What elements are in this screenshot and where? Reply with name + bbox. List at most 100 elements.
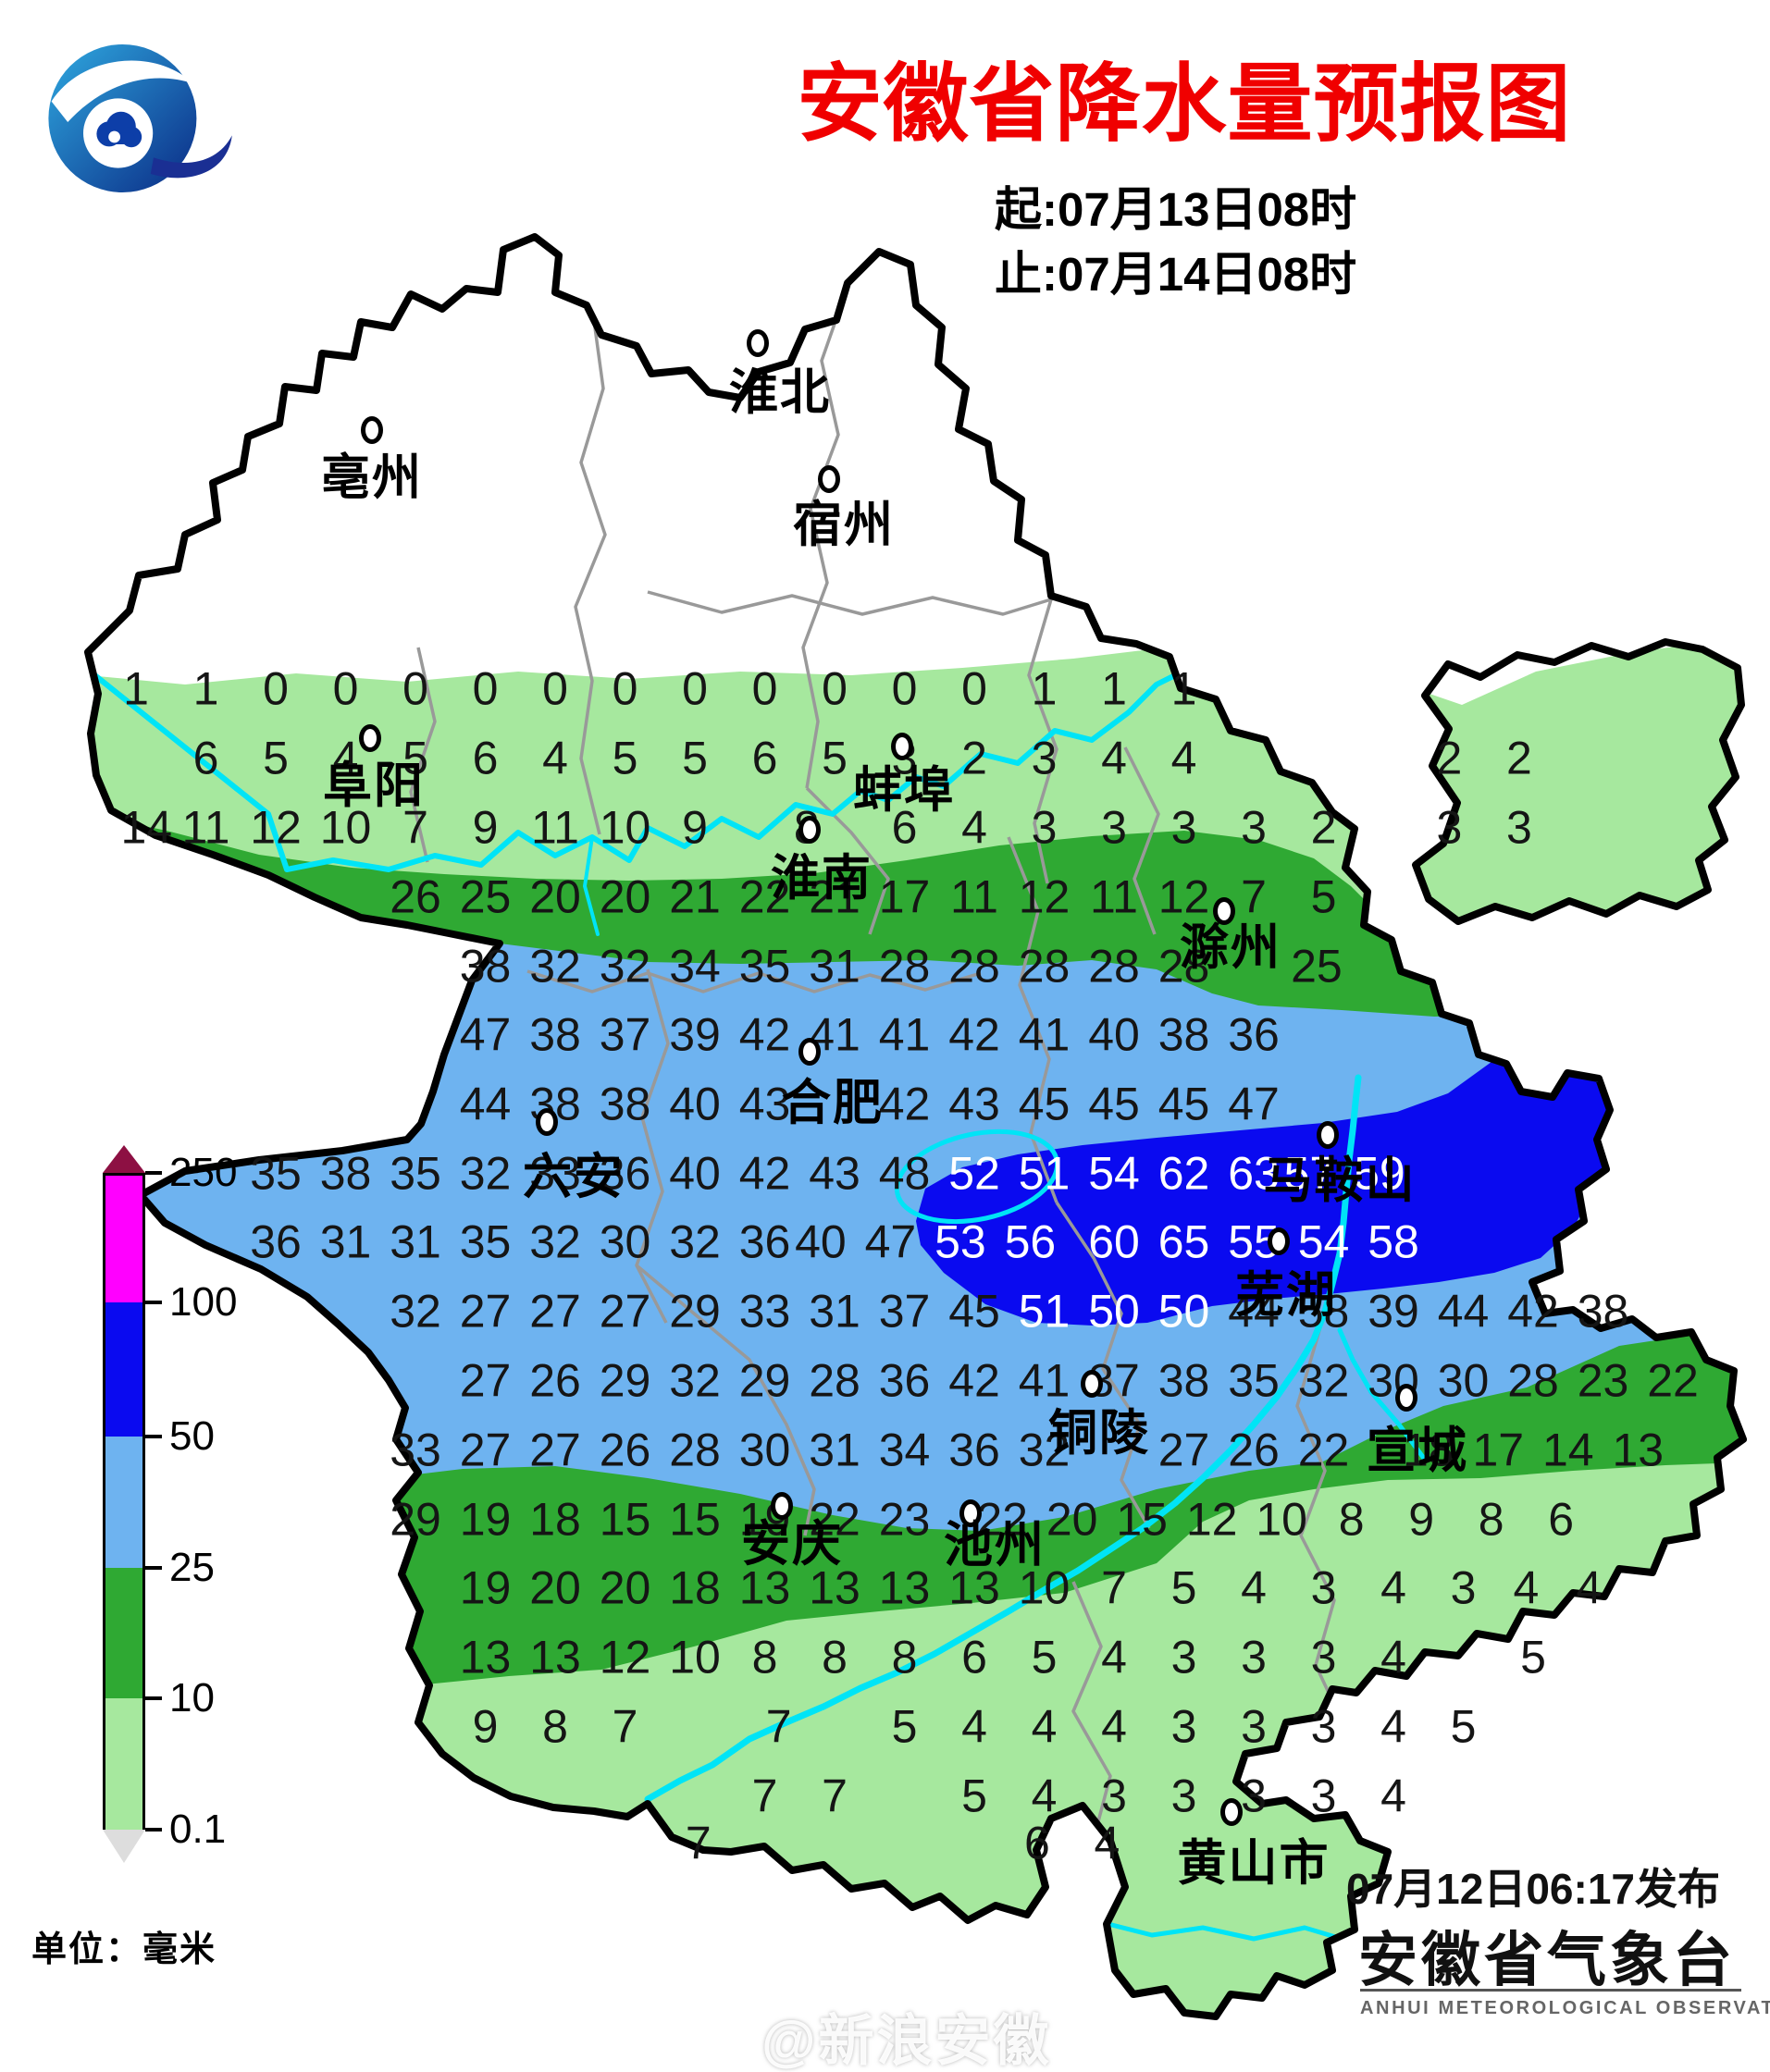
watermark-text: @新浪安徽 (761, 2010, 1052, 2072)
precip-value: 22 (738, 870, 791, 923)
precip-value: 22 (809, 1493, 860, 1546)
precip-value: 6 (1024, 1817, 1050, 1869)
precip-value: 10 (599, 801, 651, 854)
precip-value: 13 (878, 1561, 931, 1614)
precip-value: 25 (459, 870, 512, 923)
precip-value: 62 (1157, 1147, 1210, 1200)
legend-segment-lightgreen (103, 1698, 145, 1830)
precip-value: 32 (459, 1147, 512, 1200)
legend-tick (145, 1828, 162, 1832)
legend-tick (145, 1566, 162, 1570)
precip-value: 38 (319, 1147, 372, 1200)
precip-value: 0 (263, 662, 289, 715)
precip-value: 7 (765, 1700, 792, 1753)
city-label: 宣城 (1367, 1424, 1468, 1478)
precip-value: 36 (948, 1424, 1000, 1476)
precip-value: 33 (738, 1285, 791, 1338)
precip-value: 9 (472, 801, 499, 854)
precip-value: 8 (542, 1700, 568, 1753)
precip-value: 43 (948, 1078, 1000, 1130)
precip-value: 27 (529, 1285, 581, 1338)
city-marker (959, 1499, 982, 1527)
precip-value: 0 (402, 662, 428, 715)
precip-value: 44 (1437, 1285, 1490, 1338)
precip-value: 5 (891, 1700, 918, 1753)
precip-value: 45 (1088, 1078, 1140, 1130)
precip-value: 9 (682, 801, 708, 854)
precip-value: 40 (1088, 1008, 1140, 1061)
legend-tick-label: 0.1 (169, 1807, 227, 1852)
precip-value: 35 (459, 1215, 512, 1268)
precip-value: 45 (1157, 1078, 1210, 1130)
precip-value: 17 (1472, 1424, 1525, 1476)
precip-value: 28 (809, 1354, 860, 1407)
precip-value: 20 (599, 870, 651, 923)
precip-value: 44 (459, 1078, 512, 1130)
precip-value: 17 (878, 870, 931, 923)
precip-value: 38 (459, 940, 512, 993)
precip-value: 3 (1505, 801, 1532, 854)
precip-value: 42 (948, 1354, 1000, 1407)
precip-value: 22 (976, 1493, 1028, 1546)
legend-unit-label: 单位：毫米 (31, 1930, 217, 1969)
city-marker (361, 416, 383, 444)
tianchang-lobe-border (1412, 638, 1745, 925)
precip-value: 23 (1577, 1354, 1629, 1407)
precip-value: 13 (738, 1561, 791, 1614)
city-marker (1395, 1384, 1417, 1412)
forecast-start: 起:07月13日08时 (995, 183, 1357, 236)
precip-value: 42 (738, 1147, 791, 1200)
precip-value: 2 (1505, 732, 1532, 784)
precip-value: 38 (1157, 1354, 1210, 1407)
precip-value: 34 (669, 940, 721, 993)
precip-value: 58 (1297, 1285, 1350, 1338)
precip-value: 30 (1437, 1354, 1490, 1407)
meteorological-logo-icon (35, 33, 235, 223)
precip-value: 43 (809, 1147, 860, 1200)
precip-value: 20 (529, 1561, 581, 1614)
precip-value: 28 (1157, 940, 1210, 993)
precip-value: 12 (599, 1631, 651, 1684)
precip-value: 3 (1241, 1770, 1267, 1822)
precip-value: 9 (1408, 1493, 1435, 1546)
precip-value: 6 (192, 732, 219, 784)
precip-value: 32 (390, 1285, 441, 1338)
precip-value: 34 (878, 1424, 931, 1476)
precip-value: 50 (1157, 1285, 1210, 1338)
precip-value: 31 (390, 1215, 441, 1268)
precip-value: 47 (1228, 1078, 1280, 1130)
precip-value: 4 (961, 801, 987, 854)
precip-value: 1 (1031, 662, 1058, 715)
city-label: 马鞍山 (1263, 1153, 1417, 1208)
precip-value: 56 (1004, 1215, 1057, 1268)
precip-value: 25 (1291, 940, 1343, 993)
precip-value: 32 (1018, 1424, 1071, 1476)
precip-value: 43 (738, 1078, 791, 1130)
precip-value: 27 (459, 1285, 512, 1338)
precip-value: 12 (1157, 870, 1210, 923)
city-marker (798, 816, 821, 844)
precip-value: 63 (1228, 1147, 1280, 1200)
precip-value: 6 (1548, 1493, 1575, 1546)
precip-value: 3 (1241, 1631, 1267, 1684)
legend-tick-label: 25 (169, 1545, 215, 1590)
precip-value: 26 (529, 1354, 581, 1407)
precip-value: 3 (1170, 1770, 1197, 1822)
precip-value: 45 (1018, 1078, 1071, 1130)
precip-value: 6 (751, 732, 778, 784)
precip-value: 36 (1228, 1008, 1280, 1061)
precip-value: 5 (402, 732, 428, 784)
precip-value: 27 (1157, 1424, 1210, 1476)
city-label: 淮北 (729, 365, 831, 420)
city-marker (1268, 1227, 1290, 1255)
precip-value: 4 (1513, 1561, 1540, 1614)
city-label: 铜陵 (1048, 1406, 1150, 1461)
city-label: 淮南 (771, 851, 873, 906)
precip-value: 37 (599, 1008, 651, 1061)
legend-segment-blue (103, 1302, 145, 1437)
precip-value: 4 (1380, 1561, 1406, 1614)
precip-value: 47 (864, 1215, 917, 1268)
precip-value: 27 (529, 1424, 581, 1476)
precip-value: 36 (250, 1215, 302, 1268)
